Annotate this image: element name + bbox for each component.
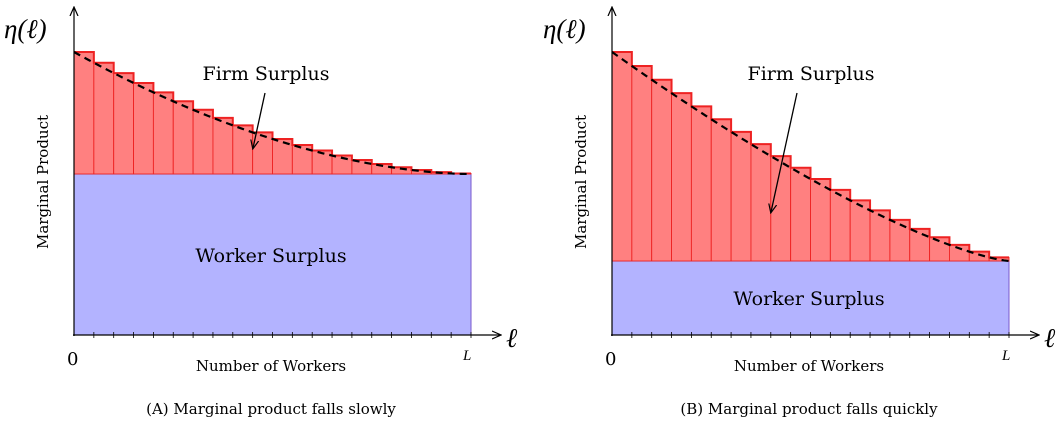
firm-surplus-label: Firm Surplus [748,63,875,85]
firm-surplus-bar [651,79,673,262]
firm-surplus-bar [829,189,851,262]
x-axis-label: Number of Workers [734,357,884,375]
y-axis-symbol: η(ℓ) [543,14,586,44]
firm-surplus-bar [710,118,732,262]
firm-surplus-bar [93,62,115,175]
firm-surplus-bar [750,143,772,262]
worker-surplus-region [73,173,472,336]
x-axis-symbol: ℓ [1044,323,1056,353]
firm-surplus-bar [152,91,174,175]
firm-surplus-bar [192,109,214,175]
marginal-product-curve [73,51,472,176]
panel-a: η(ℓ) ℓ 0 L Marginal Product Number of Wo… [4,8,518,418]
firm-surplus-bar [631,65,653,262]
firm-surplus-step-edge [74,51,471,175]
origin-label: 0 [67,349,78,370]
firm-surplus-step-edge [612,51,1009,259]
firm-surplus-bar [909,228,931,262]
y-axis-label: Marginal Product [572,115,590,249]
worker-surplus-region [611,260,1010,336]
y-axis-label: Marginal Product [34,115,52,249]
panel-b: η(ℓ) ℓ 0 L Marginal Product Number of Wo… [543,8,1056,418]
caption: (B) Marginal product falls quickly [680,400,938,418]
firm-surplus-bar [730,131,752,262]
firm-surplus-bar [810,178,831,262]
firm-surplus-bar [212,117,234,175]
caption: (A) Marginal product falls slowly [146,400,396,418]
x-axis-label: Number of Workers [196,357,346,375]
firm-surplus-bar [849,199,871,262]
firm-surplus-bar [172,100,194,175]
firm-surplus-bar [690,105,712,262]
firm-surplus-bar [790,167,811,262]
firm-surplus-label: Firm Surplus [203,63,330,85]
firm-surplus-bar [671,92,692,262]
end-label: L [1001,348,1010,364]
worker-surplus-label: Worker Surplus [195,245,346,267]
firm-surplus-bar [770,155,792,262]
firm-surplus-bar [73,51,95,175]
firm-surplus-arrow [771,92,798,212]
firm-surplus-bar [133,82,154,175]
firm-surplus-bars [73,51,472,175]
x-axis-symbol: ℓ [506,323,518,353]
origin-label: 0 [605,349,616,370]
firm-surplus-arrow [253,92,266,148]
firm-surplus-bar [232,124,254,175]
firm-surplus-bar [351,159,373,175]
worker-surplus-label: Worker Surplus [733,288,884,310]
firm-surplus-bar [611,51,633,262]
firm-surplus-bar [113,72,134,175]
end-label: L [462,348,471,364]
firm-surplus-bar [889,219,911,262]
y-axis-symbol: η(ℓ) [4,14,47,44]
firm-surplus-bars [611,51,1010,262]
firm-surplus-bar [869,209,891,262]
